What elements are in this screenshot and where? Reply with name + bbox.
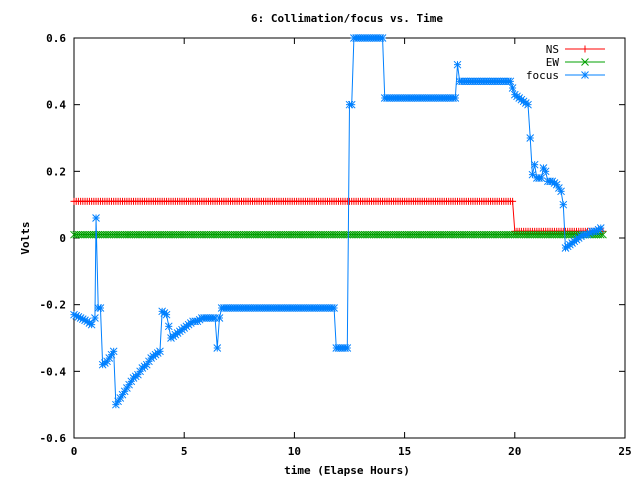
legend-marker — [581, 45, 589, 53]
chart-title: 6: Collimation/focus vs. Time — [251, 12, 443, 25]
x-tick-label: 15 — [398, 445, 411, 458]
data-point — [541, 167, 550, 176]
data-point — [213, 344, 222, 352]
x-tick-label: 25 — [618, 445, 631, 458]
x-axis-label: time (Elapse Hours) — [284, 464, 410, 477]
y-tick-label: -0.6 — [40, 432, 67, 445]
legend-label: NS — [546, 43, 559, 56]
series-layer — [70, 34, 607, 409]
data-point — [596, 224, 605, 232]
data-point — [330, 304, 338, 312]
legend-marker — [581, 58, 589, 66]
data-point — [506, 77, 515, 86]
data-point — [508, 84, 517, 92]
y-tick-label: 0.2 — [46, 165, 66, 178]
data-point — [537, 174, 546, 182]
data-point — [215, 314, 224, 322]
x-tick-label: 20 — [508, 445, 521, 458]
data-point — [156, 347, 164, 356]
data-point — [91, 314, 99, 322]
data-point — [378, 34, 387, 42]
data-point — [453, 60, 462, 69]
x-tick-label: 5 — [181, 445, 188, 458]
series-ew — [70, 230, 607, 239]
data-point — [524, 100, 532, 109]
legend-label: EW — [546, 56, 560, 69]
data-point — [530, 160, 539, 169]
series-focus — [70, 34, 605, 409]
axis-ticks: 0 5 10 15 20 25 -0.6 -0.4 -0.2 0 0.2 0.4 0.6 — [40, 32, 632, 458]
x-tick-label: 0 — [71, 445, 78, 458]
y-tick-label: -0.2 — [40, 299, 67, 312]
data-point — [92, 214, 100, 222]
data-point — [87, 320, 96, 329]
data-point — [528, 170, 537, 179]
data-point — [164, 322, 173, 331]
data-point — [109, 347, 118, 356]
data-point — [96, 304, 105, 312]
data-point — [451, 94, 460, 102]
data-point — [343, 344, 352, 352]
x-tick-label: 10 — [288, 445, 301, 458]
y-tick-label: 0 — [59, 232, 66, 245]
legend-marker — [581, 71, 589, 79]
data-point — [162, 310, 171, 319]
y-tick-label: 0.6 — [46, 32, 66, 45]
y-axis-label: Volts — [19, 221, 32, 254]
y-tick-label: 0.4 — [46, 99, 66, 112]
data-point — [347, 100, 356, 109]
series-ns — [70, 197, 607, 235]
legend-label: focus — [526, 69, 559, 82]
data-point — [509, 197, 517, 205]
data-point — [559, 200, 568, 209]
y-tick-label: -0.4 — [40, 365, 67, 378]
data-point — [526, 134, 535, 142]
data-point — [557, 187, 565, 196]
